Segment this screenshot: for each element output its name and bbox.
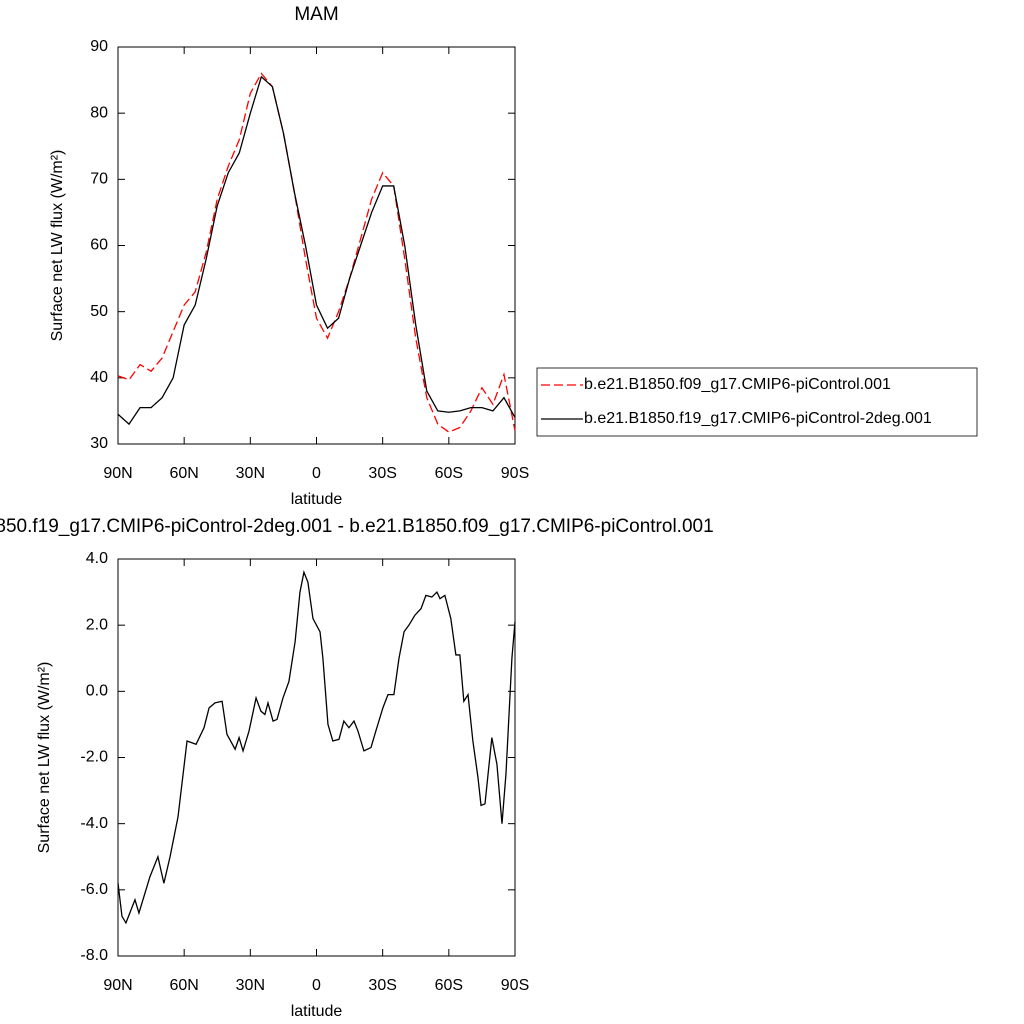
- y-tick-label: 4.0: [86, 550, 108, 567]
- x-tick-label: 60N: [169, 977, 198, 994]
- y-tick-label: -8.0: [80, 947, 108, 964]
- x-tick-label: 60N: [169, 465, 198, 482]
- y-tick-label: -6.0: [80, 881, 108, 898]
- x-tick-label: 0: [312, 465, 321, 482]
- legend-box: [536, 367, 978, 437]
- x-tick-label: 0: [312, 977, 321, 994]
- x-tick-label: 30N: [236, 977, 265, 994]
- x-tick-label: 90N: [103, 465, 132, 482]
- y-tick-label: 80: [90, 104, 108, 121]
- data-line: [117, 72, 516, 433]
- y-tick-label: 70: [90, 171, 108, 188]
- plot-frame: [117, 558, 516, 957]
- chart-title: MAM: [294, 4, 338, 25]
- x-tick-label: 30S: [368, 977, 396, 994]
- x-axis-label: latitude: [291, 491, 343, 508]
- y-tick-label: -2.0: [80, 749, 108, 766]
- y-axis-label: Surface net LW flux (W/m²): [36, 662, 53, 854]
- y-tick-label: 60: [90, 237, 108, 254]
- chart-title: b.e21.B1850.f19_g17.CMIP6-piControl-2deg…: [0, 516, 714, 537]
- plot-frame: [117, 46, 516, 445]
- data-line: [117, 75, 516, 426]
- x-tick-label: 90N: [103, 977, 132, 994]
- y-tick-label: 2.0: [86, 616, 108, 633]
- x-axis-label: latitude: [291, 1003, 343, 1020]
- y-tick-label: -4.0: [80, 815, 108, 832]
- y-tick-label: 50: [90, 303, 108, 320]
- x-tick-label: 90S: [501, 977, 529, 994]
- y-axis-label: Surface net LW flux (W/m²): [49, 150, 66, 342]
- y-tick-label: 90: [90, 38, 108, 55]
- x-tick-label: 60S: [435, 977, 463, 994]
- y-tick-label: 0.0: [86, 683, 108, 700]
- x-tick-label: 30S: [368, 465, 396, 482]
- x-tick-label: 30N: [236, 465, 265, 482]
- data-line: [117, 569, 516, 925]
- y-tick-label: 30: [90, 435, 108, 452]
- x-tick-label: 60S: [435, 465, 463, 482]
- legend-label: b.e21.B1850.f09_g17.CMIP6-piControl.001: [584, 376, 891, 393]
- y-tick-label: 40: [90, 369, 108, 386]
- legend-label: b.e21.B1850.f19_g17.CMIP6-piControl-2deg…: [584, 410, 932, 427]
- x-tick-label: 90S: [501, 465, 529, 482]
